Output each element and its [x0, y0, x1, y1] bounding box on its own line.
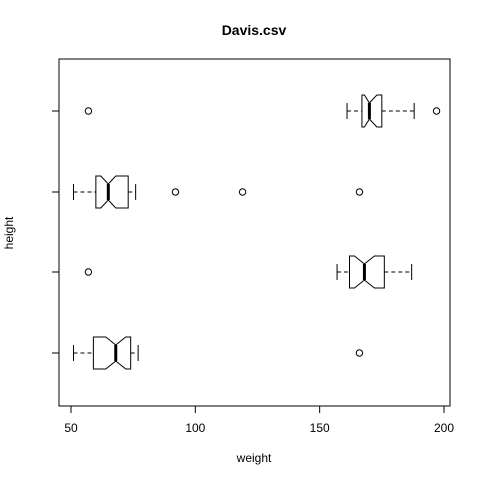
outlier-point — [432, 107, 441, 115]
box-series — [72, 94, 441, 370]
x-axis-ticks: 50 100 150 200 — [64, 406, 454, 435]
box-group — [84, 94, 441, 128]
outlier-point — [238, 188, 247, 196]
x-tick-label: 100 — [185, 421, 205, 435]
box-group — [72, 175, 364, 209]
outlier-point — [171, 188, 180, 196]
x-tick-label: 200 — [434, 421, 454, 435]
outlier-point — [355, 188, 364, 196]
notched-box — [95, 175, 129, 209]
chart-title: Davis.csv — [222, 22, 287, 38]
y-axis-ticks — [52, 110, 59, 354]
outlier-point — [84, 107, 93, 115]
x-axis-label: weight — [236, 451, 272, 465]
outlier-point — [84, 268, 93, 276]
notched-box — [92, 336, 132, 370]
notched-box — [361, 94, 383, 128]
outlier-point — [355, 349, 364, 357]
notched-box — [349, 255, 385, 289]
box-group — [72, 336, 364, 370]
x-tick-label: 150 — [310, 421, 330, 435]
y-axis-label: height — [2, 216, 16, 249]
box-group — [84, 255, 413, 289]
x-tick-label: 50 — [64, 421, 78, 435]
